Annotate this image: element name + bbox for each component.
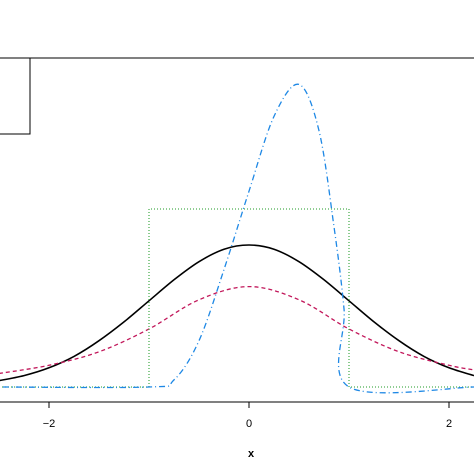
series-line-dotted — [0, 208, 474, 388]
series-layer — [0, 83, 474, 394]
x-tick-label: 2 — [446, 418, 452, 430]
x-axis-title: x — [248, 448, 255, 460]
series-line-dotdash — [0, 83, 474, 394]
series-line-solid — [0, 244, 474, 382]
legend-box — [0, 57, 31, 135]
x-tick-label: −2 — [43, 418, 56, 430]
x-axis: −2 0 2 — [0, 401, 474, 430]
series-line-dashed — [0, 285, 474, 374]
x-tick-label: 0 — [246, 418, 252, 430]
